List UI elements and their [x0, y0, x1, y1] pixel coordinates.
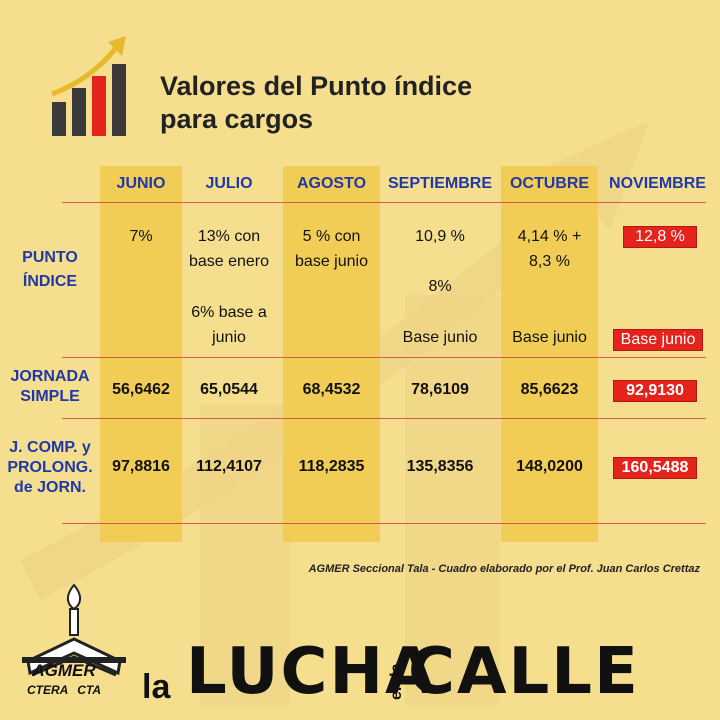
brand-ctera: CTERA	[26, 683, 68, 697]
page-title: Valores del Punto índice para cargos	[160, 70, 580, 136]
slogan-lucha: LUCHA	[186, 635, 437, 709]
jcomp-noviembre: 160,5488	[613, 457, 697, 479]
header-julio: JULIO	[205, 175, 253, 192]
brand-name: AGMER	[32, 661, 96, 680]
punto-septiembre-3: Base junio	[402, 329, 478, 346]
punto-octubre-2: 8,3 %	[529, 253, 570, 270]
octubre-column-band	[501, 166, 598, 542]
rule-header	[62, 202, 706, 203]
punto-julio-2: base enero	[188, 253, 270, 270]
rule-jornada	[62, 418, 706, 419]
brand-subtitle: CTERA CTA	[14, 683, 114, 697]
punto-noviembre-value: 12,8 %	[623, 226, 697, 248]
punto-octubre-3: Base junio	[512, 329, 587, 346]
punto-septiembre-2: 8%	[428, 278, 452, 295]
header-agosto: AGOSTO	[296, 175, 367, 192]
jornada-septiembre: 78,6109	[411, 381, 469, 398]
header-junio: JUNIO	[116, 175, 166, 192]
jcomp-septiembre: 135,8356	[406, 458, 474, 475]
header-septiembre: SEPTIEMBRE	[387, 175, 492, 192]
jcomp-octubre: 148,0200	[516, 458, 583, 475]
punto-agosto-2: base junio	[295, 253, 368, 270]
agosto-column-band	[283, 166, 380, 542]
punto-noviembre-base: Base junio	[613, 329, 703, 351]
jornada-octubre: 85,6623	[520, 381, 579, 398]
punto-julio-4: junio	[212, 329, 246, 346]
jcomp-julio: 112,4107	[196, 458, 262, 475]
jornada-noviembre: 92,9130	[613, 380, 697, 402]
row-label-jcomp-prolong: J. COMP. y PROLONG. de JORN.	[7, 439, 93, 496]
header-octubre: OCTUBRE	[509, 175, 590, 192]
jornada-junio: 56,6462	[112, 381, 170, 398]
slogan-en-la: en la	[388, 663, 405, 700]
rule-jcomp	[62, 523, 706, 524]
title-line-2: para cargos	[160, 104, 314, 134]
punto-julio-1: 13% con	[197, 228, 261, 245]
title-line-1: Valores del Punto índice	[160, 71, 473, 101]
brand-cta: CTA	[77, 683, 101, 697]
rule-punto	[62, 357, 706, 358]
slogan-calle: CALLE	[408, 635, 640, 709]
punto-octubre-1: 4,14 % +	[517, 228, 582, 245]
jcomp-agosto: 118,2835	[298, 458, 365, 475]
jornada-agosto: 68,4532	[302, 381, 361, 398]
punto-septiembre-1: 10,9 %	[415, 228, 465, 245]
row-label-jornada-simple: JORNADA SIMPLE	[10, 368, 90, 405]
row-label-punto-indice: PUNTO ÍNDICE	[22, 249, 78, 290]
credit-line: AGMER Seccional Tala - Cuadro elaborado …	[308, 563, 700, 575]
agmer-torch-book-logo	[22, 583, 126, 677]
slogan-la: la	[142, 668, 171, 706]
rising-bar-chart-icon	[51, 36, 126, 136]
junio-column-band	[100, 166, 182, 542]
punto-julio-3: 6% base a	[191, 304, 267, 321]
jornada-julio: 65,0544	[200, 381, 258, 398]
punto-junio: 7%	[129, 228, 153, 245]
jcomp-junio: 97,8816	[112, 458, 170, 475]
punto-agosto-1: 5 % con	[302, 228, 361, 245]
header-noviembre: NOVIEMBRE	[609, 175, 706, 192]
